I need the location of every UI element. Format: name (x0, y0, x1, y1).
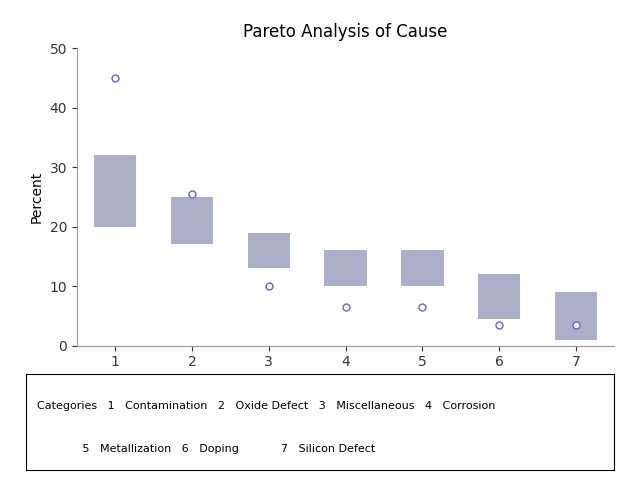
X-axis label: Cause of Failure: Cause of Failure (290, 375, 401, 389)
Text: 5   Metallization   6   Doping            7   Silicon Defect: 5 Metallization 6 Doping 7 Silicon Defec… (37, 444, 376, 454)
Point (264, 282, 274, 290)
Text: Categories   1   Contamination   2   Oxide Defect   3   Miscellaneous   4   Corr: Categories 1 Contamination 2 Oxide Defec… (37, 401, 496, 411)
Point (417, 303, 428, 311)
Bar (248, 232, 290, 268)
Bar (94, 155, 136, 227)
Point (571, 321, 581, 329)
Point (340, 303, 351, 311)
Bar (324, 251, 367, 286)
Bar (401, 251, 444, 286)
Title: Pareto Analysis of Cause: Pareto Analysis of Cause (243, 23, 448, 41)
Bar (478, 274, 520, 319)
Bar (171, 197, 213, 244)
Bar (555, 292, 597, 340)
Point (110, 74, 120, 82)
Point (494, 321, 504, 329)
Y-axis label: Percent: Percent (30, 171, 44, 223)
Point (187, 190, 197, 198)
